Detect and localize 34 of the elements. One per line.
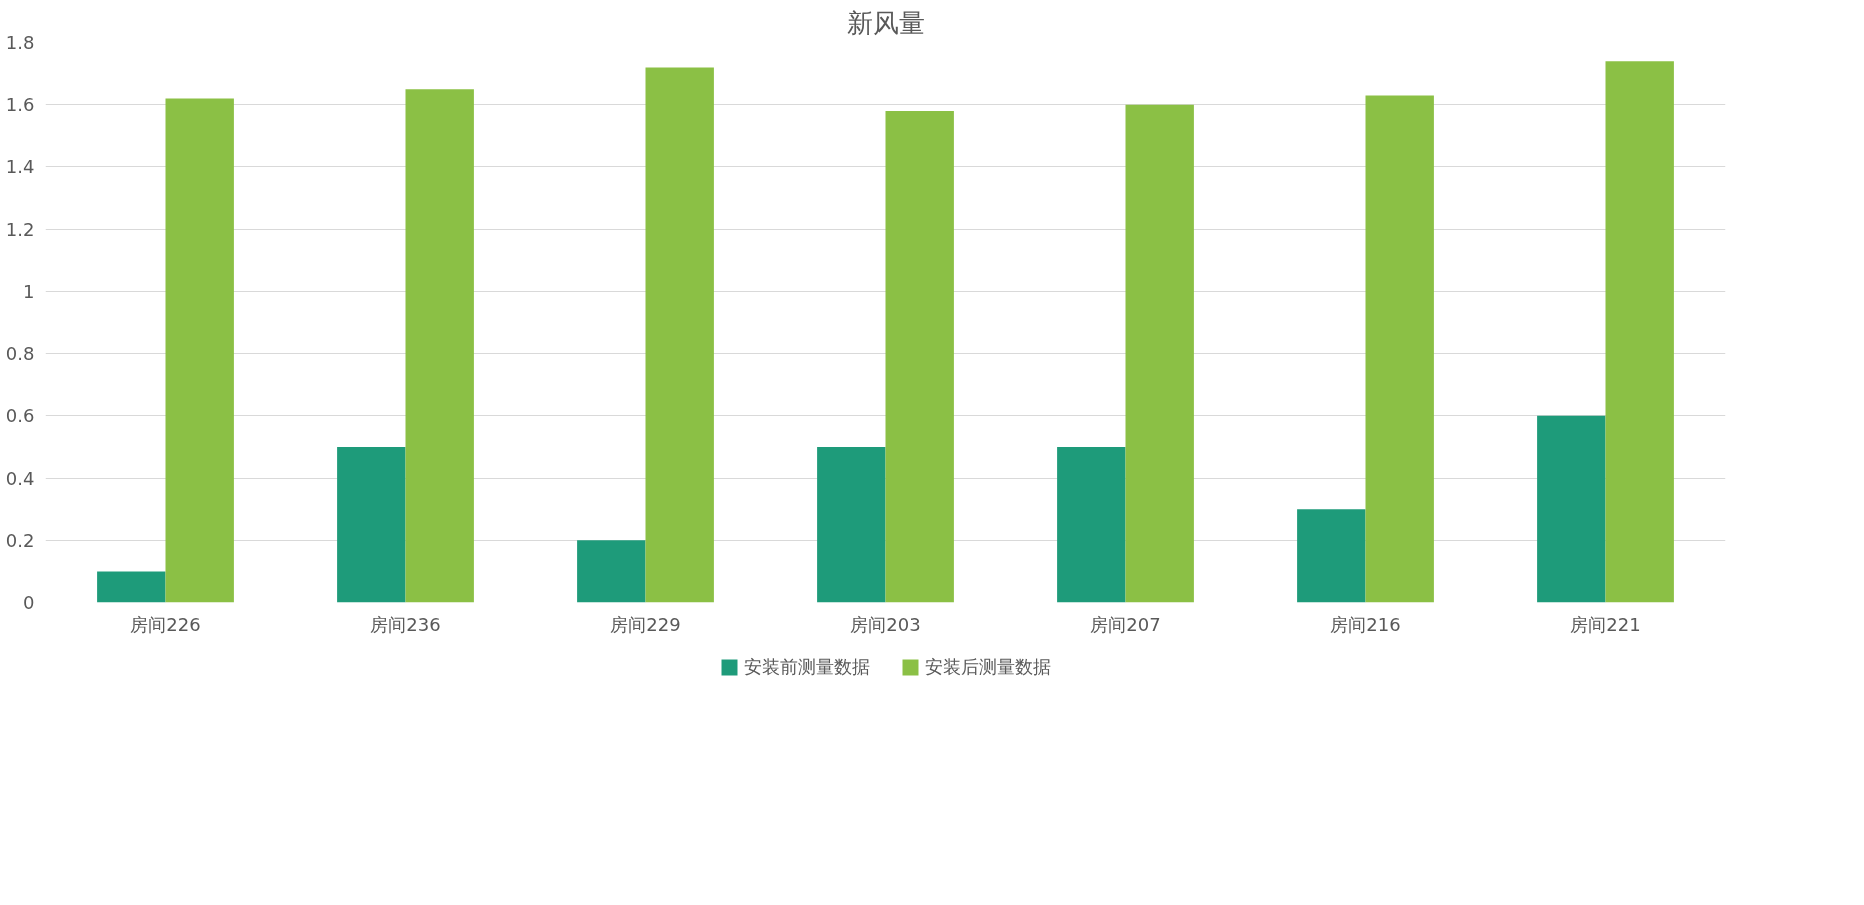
bar [1057, 446, 1126, 603]
y-tick-label: 0.4 [5, 467, 35, 489]
bar [165, 98, 234, 603]
y-tick-label: 0 [23, 592, 35, 613]
y-tick-label: 0.2 [5, 529, 35, 551]
bar [1365, 95, 1434, 603]
y-tick-label: 1.6 [5, 94, 35, 116]
y-tick-label: 1 [23, 280, 35, 302]
bar [1125, 104, 1194, 603]
x-tick-label: 房间221 [1570, 613, 1641, 635]
y-tick-label: 1.4 [5, 156, 35, 178]
legend-label: 安装后测量数据 [925, 655, 1051, 679]
y-tick-label: 1.8 [5, 32, 35, 53]
bar [1537, 415, 1606, 603]
legend-label: 安装前测量数据 [744, 655, 870, 679]
bar [885, 110, 954, 603]
bar [1297, 509, 1366, 603]
x-tick-label: 房间216 [1330, 613, 1401, 635]
y-tick-label: 0.6 [5, 405, 35, 427]
y-tick-label: 0.8 [5, 343, 35, 365]
x-tick-label: 房间226 [130, 613, 201, 635]
x-tick-label: 房间203 [850, 613, 921, 635]
y-tick-label: 1.2 [5, 218, 35, 240]
bar [97, 571, 166, 603]
x-tick-label: 房间236 [370, 613, 441, 635]
chart-title: 新风量 [846, 7, 925, 38]
bar [577, 540, 646, 603]
x-tick-label: 房间229 [610, 613, 681, 635]
bar [645, 67, 714, 603]
bar [405, 89, 474, 603]
x-tick-label: 房间207 [1090, 613, 1161, 635]
bar [817, 446, 886, 603]
bar [337, 446, 406, 603]
bar [1605, 61, 1674, 603]
